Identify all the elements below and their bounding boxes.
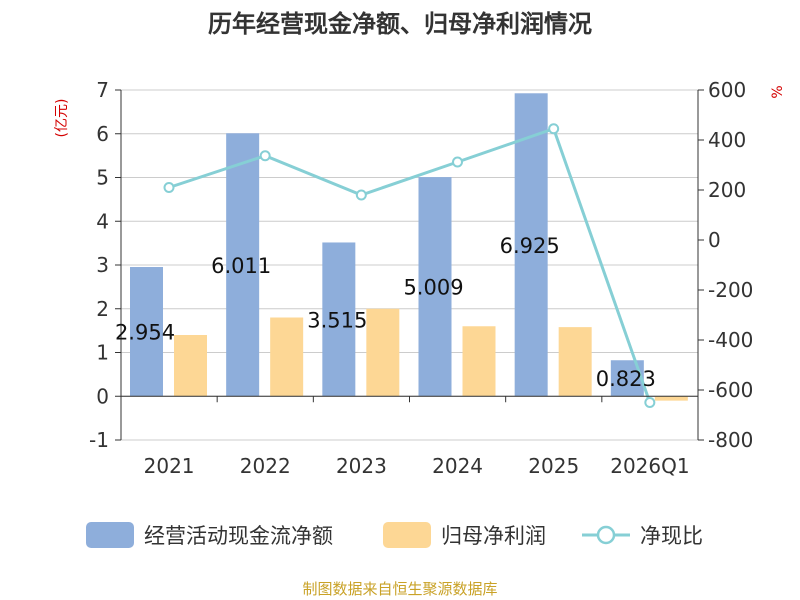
legend-label-ratio: 净现比	[640, 524, 703, 548]
bar-cashflow	[514, 93, 548, 397]
right-tick-label: 200	[708, 178, 746, 202]
axes: -1 0 1 2 3 4 5 6 7 -800 -600 -400 -200 0 200 400 600 2021…	[89, 78, 753, 478]
legend-swatch-net-profit	[383, 522, 431, 548]
line-point	[452, 156, 463, 168]
legend-marker-ratio	[596, 525, 616, 545]
bar-net-profit	[174, 335, 207, 397]
left-tick-label: -1	[89, 428, 109, 452]
bar-net-profit	[462, 326, 496, 397]
data-label: 2.954	[115, 321, 175, 345]
data-label: 5.009	[403, 276, 463, 300]
bar-cashflow	[418, 177, 452, 397]
data-label: 3.515	[307, 308, 367, 332]
x-tick-label: 2024	[432, 454, 483, 478]
left-tick-label: 6	[96, 122, 109, 146]
legend-label-cashflow: 经营活动现金流净额	[144, 524, 333, 548]
left-tick-label: 2	[96, 297, 109, 321]
right-tick-label: -800	[708, 428, 753, 452]
bars	[130, 93, 688, 401]
chart-title: 历年经营现金净额、归母净利润情况	[208, 10, 592, 38]
line-series	[163, 123, 656, 408]
left-unit-label: (亿元)	[54, 99, 70, 138]
line-point	[163, 182, 175, 193]
source-note: 制图数据来自恒生聚源数据库	[302, 580, 497, 598]
x-tick-label: 2023	[336, 454, 387, 478]
line-point	[259, 150, 271, 162]
legend: 经营活动现金流净额 归母净利润 净现比	[86, 522, 703, 548]
bar-net-profit	[558, 327, 592, 397]
right-tick-label: -600	[708, 378, 753, 402]
line-point	[644, 397, 656, 408]
left-tick-label: 1	[96, 341, 109, 365]
legend-label-net-profit: 归母净利润	[441, 524, 546, 548]
x-tick-label: 2026Q1	[610, 454, 689, 478]
left-tick-label: 3	[96, 253, 109, 277]
bar-net-profit	[270, 317, 304, 397]
line-ratio	[168, 126, 652, 403]
bar-net-profit	[366, 308, 400, 397]
left-tick-label: 7	[96, 78, 109, 102]
line-point	[355, 189, 367, 201]
right-unit-label: %	[770, 85, 786, 98]
bar-cashflow	[322, 242, 356, 397]
data-label: 6.925	[500, 234, 560, 258]
x-tick-label: 2025	[528, 454, 579, 478]
right-tick-label: 400	[708, 128, 746, 152]
right-tick-label: 600	[708, 78, 746, 102]
left-tick-label: 5	[96, 166, 109, 190]
data-label: 0.823	[596, 367, 656, 391]
data-labels: 2.954 6.011 3.515 5.009 6.925 0.823	[115, 234, 656, 391]
right-tick-label: -200	[708, 278, 753, 302]
bar-cashflow	[226, 133, 260, 397]
right-tick-label: 0	[708, 228, 721, 252]
right-tick-label: -400	[708, 328, 753, 352]
legend-swatch-cashflow	[86, 522, 134, 548]
x-tick-label: 2021	[144, 454, 195, 478]
bar-cashflow	[130, 267, 163, 397]
left-tick-label: 4	[96, 209, 109, 233]
data-label: 6.011	[211, 254, 271, 278]
x-tick-label: 2022	[240, 454, 291, 478]
bar-net-profit	[654, 396, 688, 401]
left-tick-label: 0	[96, 384, 109, 408]
line-point	[548, 123, 560, 135]
